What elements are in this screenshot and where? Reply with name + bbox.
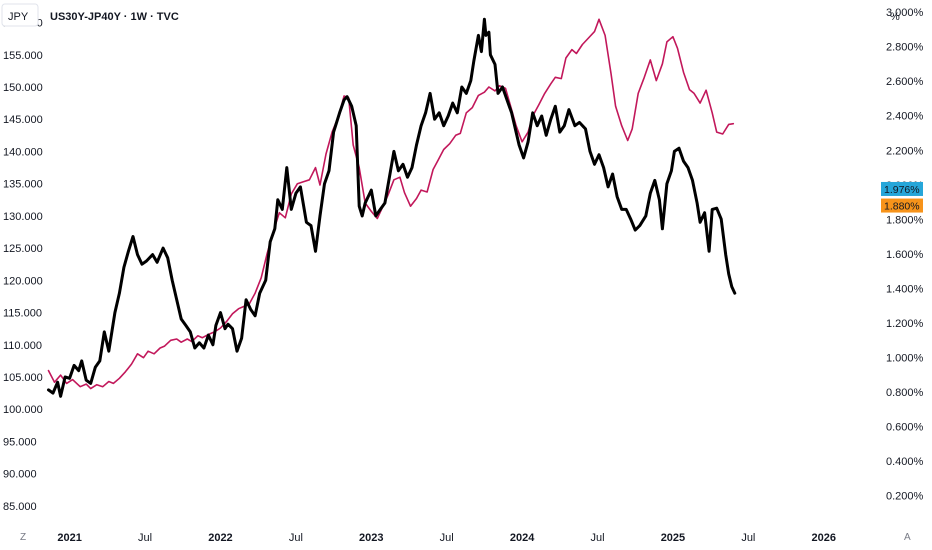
left-unit-label: JPY bbox=[8, 11, 29, 23]
right-tick-label-3: 2.400% bbox=[886, 111, 924, 123]
right-tick-label-13: 0.400% bbox=[886, 456, 924, 468]
auto-scale-button[interactable]: A bbox=[904, 532, 911, 543]
right-percent-axis[interactable]: 3.000%2.800%2.600%2.400%2.200%2.000%1.80… bbox=[886, 7, 924, 503]
left-tick-label-12: 100.000 bbox=[3, 404, 43, 416]
right-tick-label-0: 3.000% bbox=[886, 7, 924, 19]
left-tick-label-11: 105.000 bbox=[3, 372, 43, 384]
left-tick-label-4: 140.000 bbox=[3, 146, 43, 158]
price-tags: 1.976% 1.880% bbox=[881, 181, 923, 213]
series-line-1 bbox=[47, 17, 737, 398]
right-tick-label-14: 0.200% bbox=[886, 491, 924, 503]
time-tick-label-10: 2026 bbox=[812, 532, 836, 544]
left-tick-label-5: 135.000 bbox=[3, 179, 43, 191]
right-tick-label-12: 0.600% bbox=[886, 422, 924, 434]
right-tick-label-6: 1.800% bbox=[886, 214, 924, 226]
right-tick-label-4: 2.200% bbox=[886, 145, 924, 157]
left-tick-label-9: 115.000 bbox=[3, 308, 42, 320]
time-tick-label-3: Jul bbox=[289, 532, 303, 544]
time-tick-label-0: 2021 bbox=[57, 532, 81, 544]
symbol-title: US30Y-JP40Y · 1W · TVC bbox=[50, 11, 179, 23]
left-tick-label-15: 85.000 bbox=[3, 501, 37, 513]
time-tick-label-9: Jul bbox=[741, 532, 755, 544]
left-tick-label-3: 145.000 bbox=[3, 114, 43, 126]
left-tick-label-6: 130.000 bbox=[3, 211, 43, 223]
left-tick-label-1: 155.000 bbox=[3, 50, 43, 62]
right-tick-label-9: 1.200% bbox=[886, 318, 924, 330]
right-tick-label-8: 1.400% bbox=[886, 283, 924, 295]
price-tag-label-1: 1.880% bbox=[884, 201, 920, 213]
series-layer bbox=[47, 17, 737, 398]
time-tick-label-6: 2024 bbox=[510, 532, 535, 544]
right-tick-label-7: 1.600% bbox=[886, 249, 924, 261]
right-tick-label-1: 2.800% bbox=[886, 42, 924, 54]
left-tick-label-2: 150.000 bbox=[3, 82, 43, 94]
price-tag-box-0 bbox=[881, 181, 923, 196]
time-tick-label-7: Jul bbox=[590, 532, 604, 544]
left-tick-label-8: 120.000 bbox=[3, 275, 43, 287]
left-price-axis[interactable]: 160.000155.000150.000145.000140.000135.0… bbox=[3, 18, 43, 513]
right-tick-label-11: 0.800% bbox=[886, 387, 924, 399]
right-tick-label-2: 2.600% bbox=[886, 76, 924, 88]
right-tick-label-10: 1.000% bbox=[886, 353, 924, 365]
left-tick-label-10: 110.000 bbox=[3, 340, 42, 352]
zoom-button[interactable]: Z bbox=[20, 532, 26, 543]
right-unit-label: % bbox=[890, 11, 900, 23]
time-tick-label-5: Jul bbox=[440, 532, 454, 544]
currency-badge[interactable] bbox=[1, 3, 39, 27]
time-tick-label-4: 2023 bbox=[359, 532, 383, 544]
price-tag-box-1 bbox=[881, 198, 923, 213]
series-line-0 bbox=[47, 18, 735, 390]
time-tick-label-2: 2022 bbox=[208, 532, 232, 544]
time-tick-label-1: Jul bbox=[138, 532, 152, 544]
left-tick-label-13: 95.000 bbox=[3, 436, 37, 448]
left-tick-label-14: 90.000 bbox=[3, 469, 37, 481]
time-tick-label-8: 2025 bbox=[661, 532, 685, 544]
left-tick-label-7: 125.000 bbox=[3, 243, 43, 255]
time-axis[interactable]: 2021 Jul 2022 Jul 2023 Jul 2024 Jul 2025 Jul 2026 bbox=[57, 532, 836, 544]
price-tag-label-0: 1.976% bbox=[884, 184, 920, 196]
